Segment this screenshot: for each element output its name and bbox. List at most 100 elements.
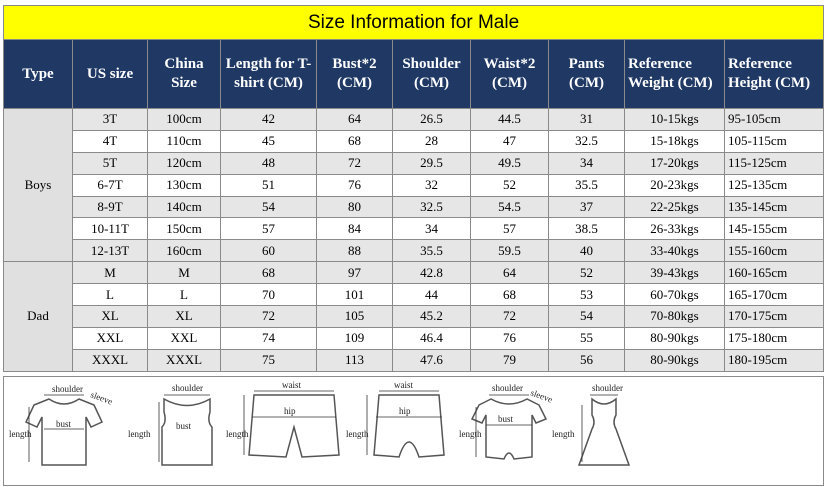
table-cell: 79 bbox=[470, 348, 549, 372]
table-cell: 54 bbox=[220, 195, 317, 219]
table-cell: 105-115cm bbox=[723, 129, 825, 153]
table-row: 12-13T 160cm 60 88 35.5 59.5 40 33-40kgs 155-160… bbox=[4, 239, 825, 263]
table-cell: 22-25kgs bbox=[624, 195, 725, 219]
romper-shorts-icon: waist hip length bbox=[346, 380, 445, 458]
title-row: Size Information for Male bbox=[2, 5, 825, 40]
table-cell: 72 bbox=[316, 151, 393, 175]
column-header: Bust*2 (CM) bbox=[316, 39, 393, 109]
header-row: Type US size China Size Length for T-shirt … bbox=[3, 39, 825, 109]
table-cell: 72 bbox=[220, 305, 317, 328]
table-cell: 80-90kgs bbox=[624, 326, 725, 350]
table-cell: 145-155cm bbox=[723, 217, 825, 241]
title: Size Information for Male bbox=[2, 5, 825, 40]
shorts-icon: waist hip length bbox=[226, 380, 340, 458]
table-cell: 115-125cm bbox=[723, 151, 825, 175]
table-cell: 54 bbox=[548, 305, 625, 328]
type-cell: Boys bbox=[3, 107, 73, 263]
table-cell: 6-7T bbox=[72, 173, 148, 197]
table-body: Boys 3T 100cm 42 64 26.5 44.5 31 10-15kgs 95-105c… bbox=[3, 107, 825, 372]
table-cell: XL bbox=[72, 305, 148, 328]
table-cell: 88 bbox=[316, 239, 393, 263]
table-row: L L 70 101 44 68 53 60-70kgs 165-170cm bbox=[4, 283, 825, 307]
table-cell: 34 bbox=[392, 217, 471, 241]
table-cell: 76 bbox=[316, 173, 393, 197]
table-cell: 5T bbox=[72, 151, 148, 175]
table-row: XXL XXL 74 109 46.4 76 55 80-90kgs 175-180cm bbox=[4, 326, 825, 350]
table-cell: 120cm bbox=[147, 151, 221, 175]
table-cell: 35.5 bbox=[548, 173, 625, 197]
table-cell: 155-160cm bbox=[723, 239, 825, 263]
table-cell: 53 bbox=[548, 283, 625, 307]
table-cell: 4T bbox=[72, 129, 148, 153]
table-cell: 170-175cm bbox=[723, 305, 825, 328]
table-cell: 39-43kgs bbox=[624, 261, 725, 285]
romper-icon: shoulder sleeve bust length bbox=[459, 383, 554, 460]
diagram-label: shoulder bbox=[52, 384, 83, 394]
table-row: 5T 120cm 48 72 29.5 49.5 34 17-20kgs 115-125cm bbox=[4, 151, 825, 175]
diagram-label: shoulder bbox=[492, 383, 523, 393]
table-cell: 52 bbox=[470, 173, 549, 197]
table-cell: 75 bbox=[220, 348, 317, 372]
table-cell: 3T bbox=[72, 108, 148, 131]
table-cell: 37 bbox=[548, 195, 625, 219]
diagram-label: waist bbox=[282, 380, 301, 390]
table-cell: 57 bbox=[470, 217, 549, 241]
table-cell: 51 bbox=[220, 173, 317, 197]
table-cell: XXXL bbox=[72, 348, 148, 372]
table-cell: 110cm bbox=[147, 129, 221, 153]
diagram-label: length bbox=[226, 429, 249, 439]
table-cell: 38.5 bbox=[548, 217, 625, 241]
table-cell: M bbox=[147, 261, 221, 285]
table-cell: 135-145cm bbox=[723, 195, 825, 219]
diagram-label: length bbox=[9, 429, 32, 439]
table-cell: 109 bbox=[316, 326, 393, 350]
table-cell: 48 bbox=[220, 151, 317, 175]
table-cell: 15-18kgs bbox=[624, 129, 725, 153]
table-cell: 76 bbox=[470, 326, 549, 350]
table-cell: 47.6 bbox=[392, 348, 471, 372]
table-cell: M bbox=[72, 261, 148, 285]
table-cell: 31 bbox=[548, 108, 625, 131]
table-cell: 56 bbox=[548, 348, 625, 372]
table-cell: 113 bbox=[316, 348, 393, 372]
table-row: Dad M M 68 97 42.8 64 52 39-43kgs 160-165cm bbox=[3, 261, 825, 372]
table-cell: 105 bbox=[316, 305, 393, 328]
table-cell: 68 bbox=[220, 261, 317, 285]
table-row: 8-9T 140cm 54 80 32.5 54.5 37 22-25kgs 135-145cm bbox=[4, 195, 825, 219]
table-cell: 28 bbox=[392, 129, 471, 153]
column-header: Length for T-shirt (CM) bbox=[220, 39, 317, 109]
table-row: Boys 3T 100cm 42 64 26.5 44.5 31 10-15kgs 95-105c… bbox=[3, 107, 825, 263]
table-cell: 64 bbox=[470, 261, 549, 285]
table-cell: 72 bbox=[470, 305, 549, 328]
table-cell: 32 bbox=[392, 173, 471, 197]
table-cell: L bbox=[72, 283, 148, 307]
table-cell: 55 bbox=[548, 326, 625, 350]
table-cell: 74 bbox=[220, 326, 317, 350]
table-cell: 10-15kgs bbox=[624, 108, 725, 131]
table-cell: 52 bbox=[548, 261, 625, 285]
table-cell: L bbox=[147, 283, 221, 307]
size-table: Size Information for Male Type US size Chi… bbox=[2, 5, 825, 372]
table-cell: XXXL bbox=[147, 348, 221, 372]
dress-icon: shoulder length bbox=[552, 383, 631, 466]
table-cell: 60 bbox=[220, 239, 317, 263]
garment-diagrams: shoulder sleeve bust length shoulder bus… bbox=[3, 376, 824, 486]
table-cell: 10-11T bbox=[72, 217, 148, 241]
table-cell: 26.5 bbox=[392, 108, 471, 131]
table-cell: 70-80kgs bbox=[624, 305, 725, 328]
table-cell: 95-105cm bbox=[723, 108, 825, 131]
table-cell: 34 bbox=[548, 151, 625, 175]
column-header: China Size bbox=[147, 39, 221, 109]
table-cell: 180-195cm bbox=[723, 348, 825, 372]
column-header: Reference Weight (CM) bbox=[624, 39, 725, 109]
table-head: Size Information for Male Type US size Chi… bbox=[2, 5, 825, 109]
table-row: 10-11T 150cm 57 84 34 57 38.5 26-33kgs 145-155cm bbox=[4, 217, 825, 241]
table-cell: 160-165cm bbox=[723, 261, 825, 285]
column-header: US size bbox=[72, 39, 148, 109]
table-cell: 140cm bbox=[147, 195, 221, 219]
table-cell: 45 bbox=[220, 129, 317, 153]
table-cell: 33-40kgs bbox=[624, 239, 725, 263]
diagram-label: waist bbox=[394, 380, 413, 390]
table-cell: XL bbox=[147, 305, 221, 328]
